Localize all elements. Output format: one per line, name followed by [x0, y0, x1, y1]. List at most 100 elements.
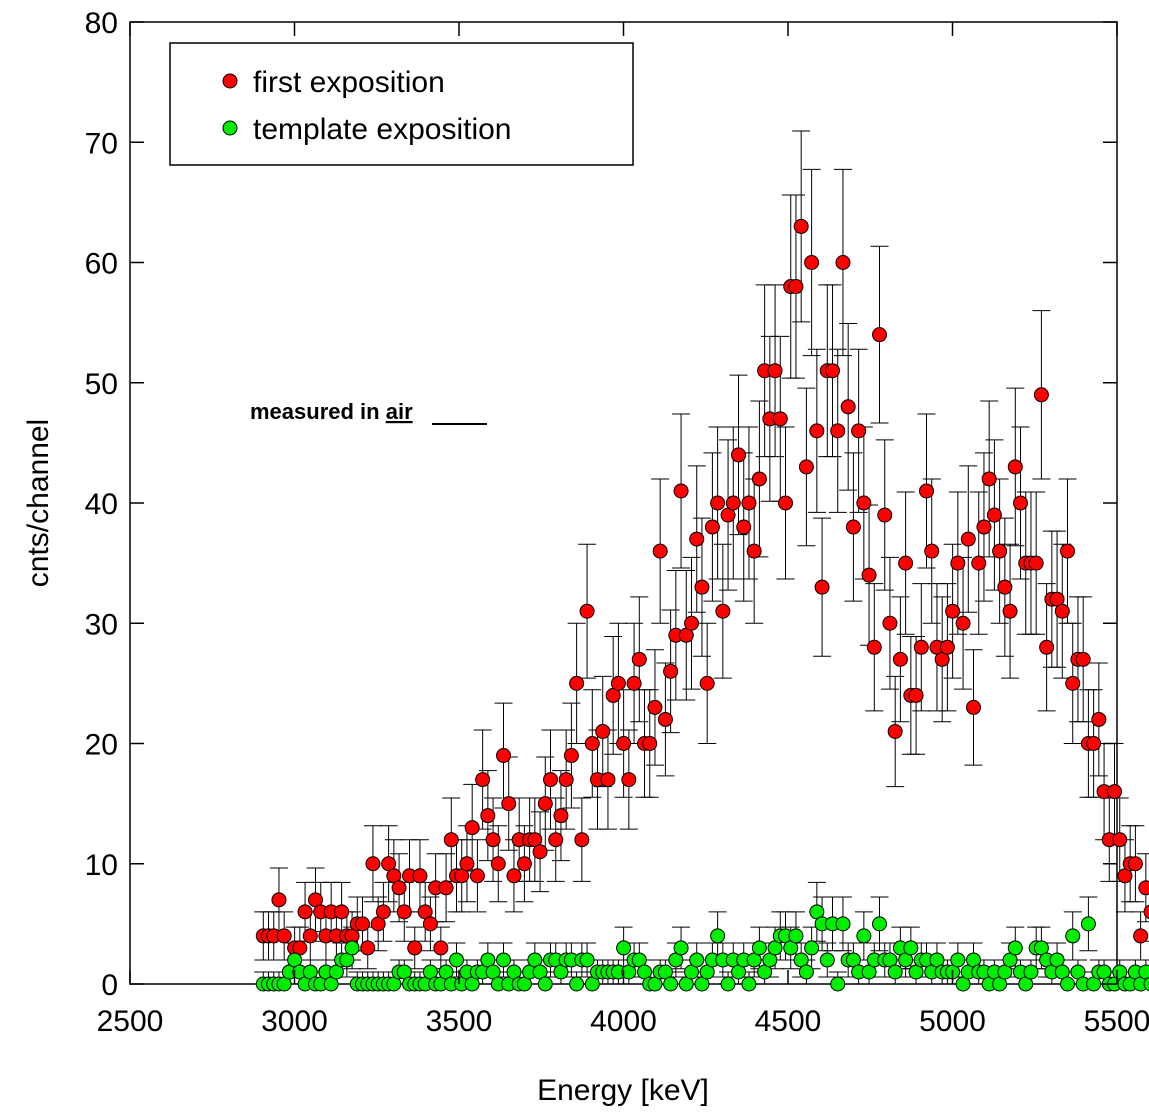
- point-template-exposition: [496, 952, 512, 968]
- point-first-exposition: [548, 832, 564, 848]
- point-first-exposition: [919, 483, 935, 499]
- point-template-exposition: [788, 928, 804, 944]
- point-first-exposition: [297, 904, 313, 920]
- x-tick-label: 4000: [590, 1005, 657, 1038]
- point-template-exposition: [1143, 976, 1149, 992]
- point-first-exposition: [689, 531, 705, 547]
- point-first-exposition: [647, 699, 663, 715]
- point-template-exposition: [1023, 964, 1039, 980]
- point-first-exposition: [767, 363, 783, 379]
- point-first-exposition: [642, 736, 658, 751]
- point-first-exposition: [1007, 459, 1023, 475]
- annotation-emphasis: air: [386, 399, 413, 424]
- point-first-exposition: [1054, 603, 1070, 619]
- point-first-exposition: [412, 868, 428, 884]
- point-first-exposition: [532, 844, 548, 860]
- point-first-exposition: [433, 940, 449, 956]
- legend: first exposition template exposition: [169, 42, 634, 166]
- y-tick-label: 10: [85, 849, 118, 882]
- point-first-exposition: [746, 543, 762, 559]
- point-template-exposition: [741, 976, 757, 992]
- point-first-exposition: [960, 531, 976, 547]
- point-first-exposition: [1127, 856, 1143, 872]
- point-template-exposition: [569, 976, 585, 992]
- point-template-exposition: [872, 916, 888, 932]
- point-template-exposition: [616, 940, 632, 956]
- point-first-exposition: [407, 940, 423, 956]
- point-first-exposition: [1039, 639, 1055, 655]
- point-first-exposition: [657, 711, 673, 727]
- y-axis-title: cnts/channel: [22, 419, 55, 587]
- y-tick-label: 40: [85, 488, 118, 521]
- point-first-exposition: [334, 904, 350, 920]
- point-template-exposition: [856, 928, 872, 944]
- point-first-exposition: [569, 675, 585, 691]
- point-first-exposition: [422, 916, 438, 932]
- point-first-exposition: [1075, 651, 1091, 667]
- point-template-exposition: [830, 976, 846, 992]
- point-first-exposition: [809, 423, 825, 439]
- point-first-exposition: [939, 639, 955, 655]
- point-first-exposition: [396, 904, 412, 920]
- point-template-exposition: [449, 952, 465, 968]
- point-template-exposition: [804, 940, 820, 956]
- point-first-exposition: [1065, 675, 1081, 691]
- point-first-exposition: [699, 675, 715, 691]
- point-first-exposition: [872, 327, 888, 343]
- point-first-exposition: [986, 507, 1002, 523]
- point-first-exposition: [924, 543, 940, 559]
- point-first-exposition: [835, 255, 851, 270]
- point-first-exposition: [892, 651, 908, 667]
- point-first-exposition: [600, 772, 616, 788]
- x-tick-label: 2500: [97, 1005, 164, 1038]
- point-first-exposition: [595, 723, 611, 739]
- point-first-exposition: [501, 796, 517, 812]
- point-first-exposition: [621, 772, 637, 788]
- point-first-exposition: [778, 495, 794, 511]
- point-template-exposition: [950, 952, 966, 968]
- point-first-exposition: [1033, 387, 1049, 403]
- legend-marker-template-exposition: [222, 120, 238, 136]
- point-first-exposition: [360, 940, 376, 956]
- point-first-exposition: [741, 495, 757, 511]
- point-first-exposition: [798, 459, 814, 475]
- point-first-exposition: [276, 928, 292, 944]
- point-first-exposition: [1133, 928, 1149, 944]
- plot-frame: [129, 21, 1118, 985]
- point-first-exposition: [913, 639, 929, 655]
- point-first-exposition: [981, 471, 997, 487]
- point-first-exposition: [1138, 880, 1149, 896]
- point-first-exposition: [375, 904, 391, 920]
- point-first-exposition: [537, 796, 553, 812]
- point-first-exposition: [731, 447, 747, 463]
- y-tick-label: 0: [101, 969, 118, 1002]
- point-template-exposition: [537, 976, 553, 992]
- point-first-exposition: [856, 495, 872, 511]
- point-first-exposition: [1086, 736, 1102, 751]
- point-first-exposition: [772, 411, 788, 427]
- point-first-exposition: [704, 519, 720, 535]
- annotation-measured-in-air: measured in air: [250, 399, 413, 424]
- point-template-exposition: [751, 940, 767, 956]
- point-first-exposition: [793, 218, 809, 234]
- point-first-exposition: [574, 832, 590, 848]
- point-template-exposition: [1138, 964, 1149, 980]
- point-first-exposition: [302, 928, 318, 944]
- error-bars: [254, 130, 1149, 985]
- y-tick-label: 30: [85, 608, 118, 641]
- point-first-exposition: [882, 615, 898, 631]
- point-first-exposition: [804, 255, 820, 270]
- point-first-exposition: [825, 363, 841, 379]
- point-first-exposition: [579, 603, 595, 619]
- point-first-exposition: [898, 555, 914, 571]
- point-template-exposition: [903, 940, 919, 956]
- point-first-exposition: [553, 808, 569, 824]
- point-first-exposition: [391, 880, 407, 896]
- point-first-exposition: [631, 651, 647, 667]
- point-first-exposition: [443, 832, 459, 848]
- point-first-exposition: [814, 579, 830, 595]
- y-tick-label: 60: [85, 248, 118, 281]
- x-tick-label: 4500: [755, 1005, 822, 1038]
- point-first-exposition: [475, 772, 491, 788]
